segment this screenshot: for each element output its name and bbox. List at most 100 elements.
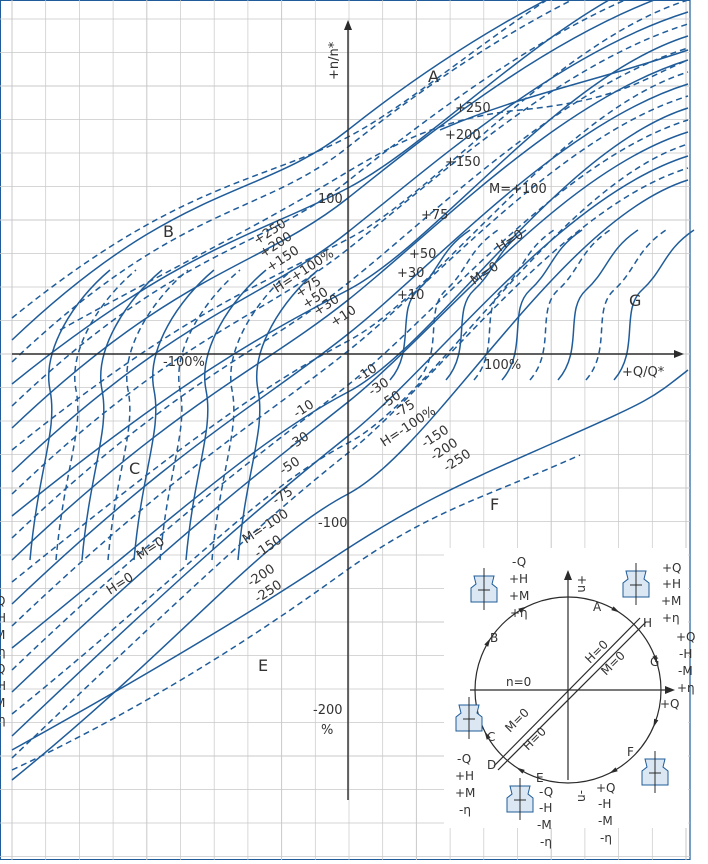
inset-center-label: n=0 bbox=[506, 675, 531, 689]
region-A: A bbox=[428, 67, 439, 86]
edge-q2: Q bbox=[0, 662, 5, 676]
region-G: G bbox=[629, 291, 641, 310]
upper-left-labels: +250 +200 +150 H=+100% +75 +50 +30 +10 bbox=[251, 216, 359, 330]
prop-tr-0: +Q bbox=[662, 561, 682, 575]
y-axis-arrow-icon bbox=[344, 20, 352, 30]
inset-point-A: A bbox=[593, 600, 602, 614]
c-curve-dashed bbox=[107, 269, 189, 561]
x-tick-neg100: -100% bbox=[163, 355, 205, 370]
inset-point-F: F bbox=[627, 745, 634, 759]
x-tick-100: 100% bbox=[484, 358, 521, 373]
c-curve-solid bbox=[237, 269, 319, 561]
inset-point-H: H bbox=[643, 616, 652, 630]
left-edge-labels: Q H M η Q H M η bbox=[0, 594, 6, 727]
prop-tl-1: +H bbox=[509, 572, 528, 586]
prop-br-0: +Q bbox=[596, 781, 616, 795]
circle-direction-arrows bbox=[484, 606, 659, 774]
inset-point-G: G bbox=[650, 655, 659, 669]
inset-y-arrow-icon bbox=[564, 570, 572, 580]
props-top-left: -Q +H +M +η bbox=[509, 555, 529, 620]
label-n100: -100 bbox=[318, 516, 348, 531]
c-curve-dashed bbox=[55, 269, 137, 561]
prop-tr-2: +M bbox=[661, 594, 681, 608]
inset-m0-line bbox=[497, 621, 647, 771]
envelope-bottom-dashed bbox=[11, 454, 581, 771]
prop-tr-3: +η bbox=[662, 611, 680, 625]
prop-tl-2: +M bbox=[509, 589, 529, 603]
x-axis-arrow-icon bbox=[674, 350, 684, 358]
region-E: E bbox=[258, 656, 268, 675]
y-tick-neg200: -200 bbox=[313, 703, 343, 718]
c-curve-dashed bbox=[211, 269, 293, 561]
c-curve-solid bbox=[81, 269, 163, 561]
prop-tr-1: +H bbox=[662, 577, 681, 591]
prop-br-3: -η bbox=[600, 831, 612, 845]
right-margin bbox=[690, 0, 708, 860]
inset-top-axis: +n bbox=[575, 575, 589, 593]
label-p30: +30 bbox=[397, 266, 424, 281]
circle-arrow-icon bbox=[611, 606, 620, 613]
c-curve-solid bbox=[29, 269, 111, 561]
prop-l-3: -η bbox=[459, 803, 471, 817]
lower-right-labels: -10 -30 -50 -75 H=-100% -150 -200 -250 bbox=[354, 361, 474, 475]
inset-bottom-axis: -n bbox=[575, 790, 589, 802]
edge-h2: H bbox=[0, 679, 6, 693]
edge-m2: M bbox=[0, 696, 5, 710]
inset-right-axis: +Q bbox=[660, 697, 680, 711]
g-curve-solid bbox=[613, 229, 695, 381]
props-top-right: +Q +H +M +η bbox=[661, 561, 682, 625]
region-C: C bbox=[129, 459, 140, 478]
circle-arrow-icon bbox=[516, 767, 525, 774]
circle-arrow-icon bbox=[484, 638, 491, 647]
prop-r-2: -M bbox=[678, 664, 693, 678]
pump-top-right-icon bbox=[622, 563, 650, 605]
label-m100: M=+100 bbox=[489, 182, 547, 197]
curve-dashed bbox=[11, 0, 627, 407]
pump-icons bbox=[455, 563, 669, 820]
inset-point-B: B bbox=[490, 631, 498, 645]
edge-eta2: η bbox=[0, 713, 6, 727]
prop-b-1: -H bbox=[539, 801, 552, 815]
edge-eta1: η bbox=[0, 645, 6, 659]
prop-l-1: +H bbox=[455, 769, 474, 783]
prop-l-0: -Q bbox=[457, 752, 471, 766]
x-axis-label: +Q/Q* bbox=[622, 365, 665, 380]
props-left: -Q +H +M -η bbox=[455, 752, 475, 817]
prop-tl-0: -Q bbox=[512, 555, 526, 569]
pump-bottom-icon bbox=[506, 778, 534, 820]
circle-arrow-icon bbox=[518, 606, 527, 613]
prop-l-2: +M bbox=[455, 786, 475, 800]
quadrant-properties: -Q +H +M +η +Q +H +M +η +Q -H -M +η -Q +… bbox=[455, 555, 696, 849]
circle-arrow-icon bbox=[609, 767, 618, 774]
edge-q1: Q bbox=[0, 594, 5, 608]
label-p150: +150 bbox=[445, 155, 481, 170]
prop-r-0: +Q bbox=[676, 630, 696, 644]
edge-m1: M bbox=[0, 628, 5, 642]
prop-br-1: -H bbox=[598, 797, 611, 811]
g-curve-solid bbox=[557, 229, 639, 381]
g-curve-solid bbox=[389, 229, 471, 381]
curve-dashed bbox=[11, 23, 689, 495]
props-bottom-right: +Q -H -M -η bbox=[596, 781, 616, 845]
label-p10: +10 bbox=[397, 288, 424, 303]
c-curve-solid bbox=[185, 269, 267, 561]
circle-arrow-icon bbox=[653, 718, 659, 728]
quadrant-inset: +n -n +Q n=0 A H G F E D C B H=0 M=0 M=0… bbox=[444, 548, 696, 849]
label-p50: +50 bbox=[409, 247, 436, 262]
props-bottom: -Q -H -M -η bbox=[537, 785, 553, 849]
prop-r-1: -H bbox=[679, 647, 692, 661]
envelope-top bbox=[59, 59, 689, 331]
prop-r-3: +η bbox=[677, 681, 695, 695]
prop-br-2: -M bbox=[598, 814, 613, 828]
pump-left-icon bbox=[455, 697, 483, 739]
g-curve-dashed bbox=[585, 229, 667, 381]
prop-tl-3: +η bbox=[510, 606, 528, 620]
c-curve-solid bbox=[133, 269, 215, 561]
g-curve-dashed bbox=[417, 229, 499, 381]
edge-h1: H bbox=[0, 611, 6, 625]
g-curve-dashed bbox=[529, 229, 611, 381]
y-tick-100: 100 bbox=[318, 192, 343, 207]
prop-b-3: -η bbox=[540, 835, 552, 849]
